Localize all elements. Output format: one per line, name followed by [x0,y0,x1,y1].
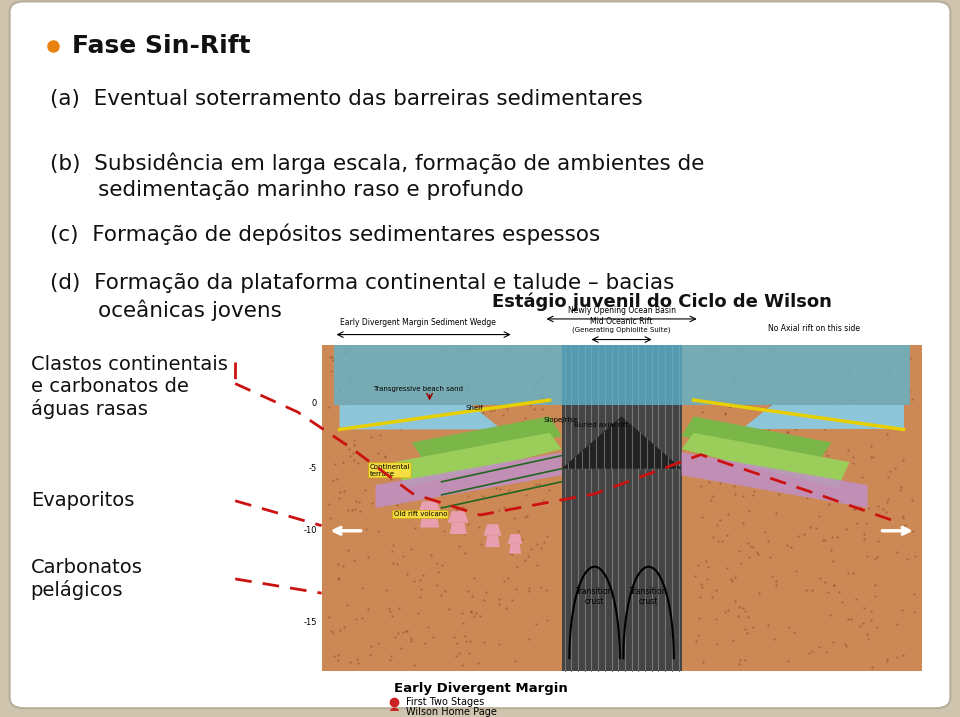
Polygon shape [682,452,868,508]
Text: Wilson Home Page: Wilson Home Page [406,708,496,717]
Text: Old rift volcano: Old rift volcano [394,511,447,518]
Polygon shape [375,452,562,508]
Text: Shelf: Shelf [466,405,483,412]
Polygon shape [334,344,910,405]
Text: -10: -10 [303,526,317,536]
Text: Estágio juvenil do Ciclo de Wilson: Estágio juvenil do Ciclo de Wilson [492,293,832,311]
Polygon shape [682,344,922,671]
Polygon shape [562,417,682,469]
Text: Clastos continentais
e carbonatos de
águas rasas: Clastos continentais e carbonatos de águ… [31,355,228,419]
Polygon shape [418,501,442,514]
Polygon shape [322,344,562,671]
Polygon shape [420,514,440,528]
Polygon shape [562,344,682,671]
Polygon shape [486,536,500,547]
Polygon shape [484,524,502,536]
Text: (Generating Ophiolite Suite): (Generating Ophiolite Suite) [572,327,671,333]
Polygon shape [682,417,831,469]
Text: Transition
crust: Transition crust [630,587,667,606]
Text: Early Divergent Margin: Early Divergent Margin [394,682,567,695]
Polygon shape [412,417,562,469]
Polygon shape [340,405,501,429]
Text: Transition
crust: Transition crust [576,587,613,606]
Text: -5: -5 [308,464,317,473]
Text: Mid Oceanic Rift: Mid Oceanic Rift [590,317,653,326]
Polygon shape [449,523,467,534]
Text: Transgressive beach sand: Transgressive beach sand [372,386,463,391]
Text: First Two Stages: First Two Stages [406,697,484,707]
Text: (a)  Eventual soterramento das barreiras sedimentares: (a) Eventual soterramento das barreiras … [50,89,642,109]
Text: Carbonatos
pelágicos: Carbonatos pelágicos [31,558,143,600]
Text: Evaporitos: Evaporitos [31,491,134,511]
Polygon shape [394,433,562,488]
Polygon shape [508,534,522,543]
Text: No Axial rift on this side: No Axial rift on this side [768,324,859,333]
Polygon shape [509,543,521,554]
Polygon shape [741,405,903,429]
Text: Slope/rise: Slope/rise [543,417,578,422]
Text: (c)  Formação de depósitos sedimentares espessos: (c) Formação de depósitos sedimentares e… [50,224,600,245]
Polygon shape [682,433,850,488]
Text: (d)  Formação da plataforma continental e talude – bacias
       oceânicas joven: (d) Formação da plataforma continental e… [50,273,674,321]
Text: Continental
terrace: Continental terrace [370,464,410,477]
Polygon shape [447,511,468,523]
Text: 0: 0 [312,399,317,408]
Text: Early Divergent Margin Sediment Wedge: Early Divergent Margin Sediment Wedge [340,318,495,328]
Text: Newly Opening Ocean Basin: Newly Opening Ocean Basin [567,305,676,315]
FancyBboxPatch shape [10,1,950,708]
Text: Fase Sin-Rift: Fase Sin-Rift [72,34,251,58]
Text: (b)  Subsidência em larga escala, formação de ambientes de
       sedimentação m: (b) Subsidência em larga escala, formaçã… [50,153,705,200]
Text: -15: -15 [303,618,317,627]
Text: Buried axial rift: Buried axial rift [574,422,628,427]
